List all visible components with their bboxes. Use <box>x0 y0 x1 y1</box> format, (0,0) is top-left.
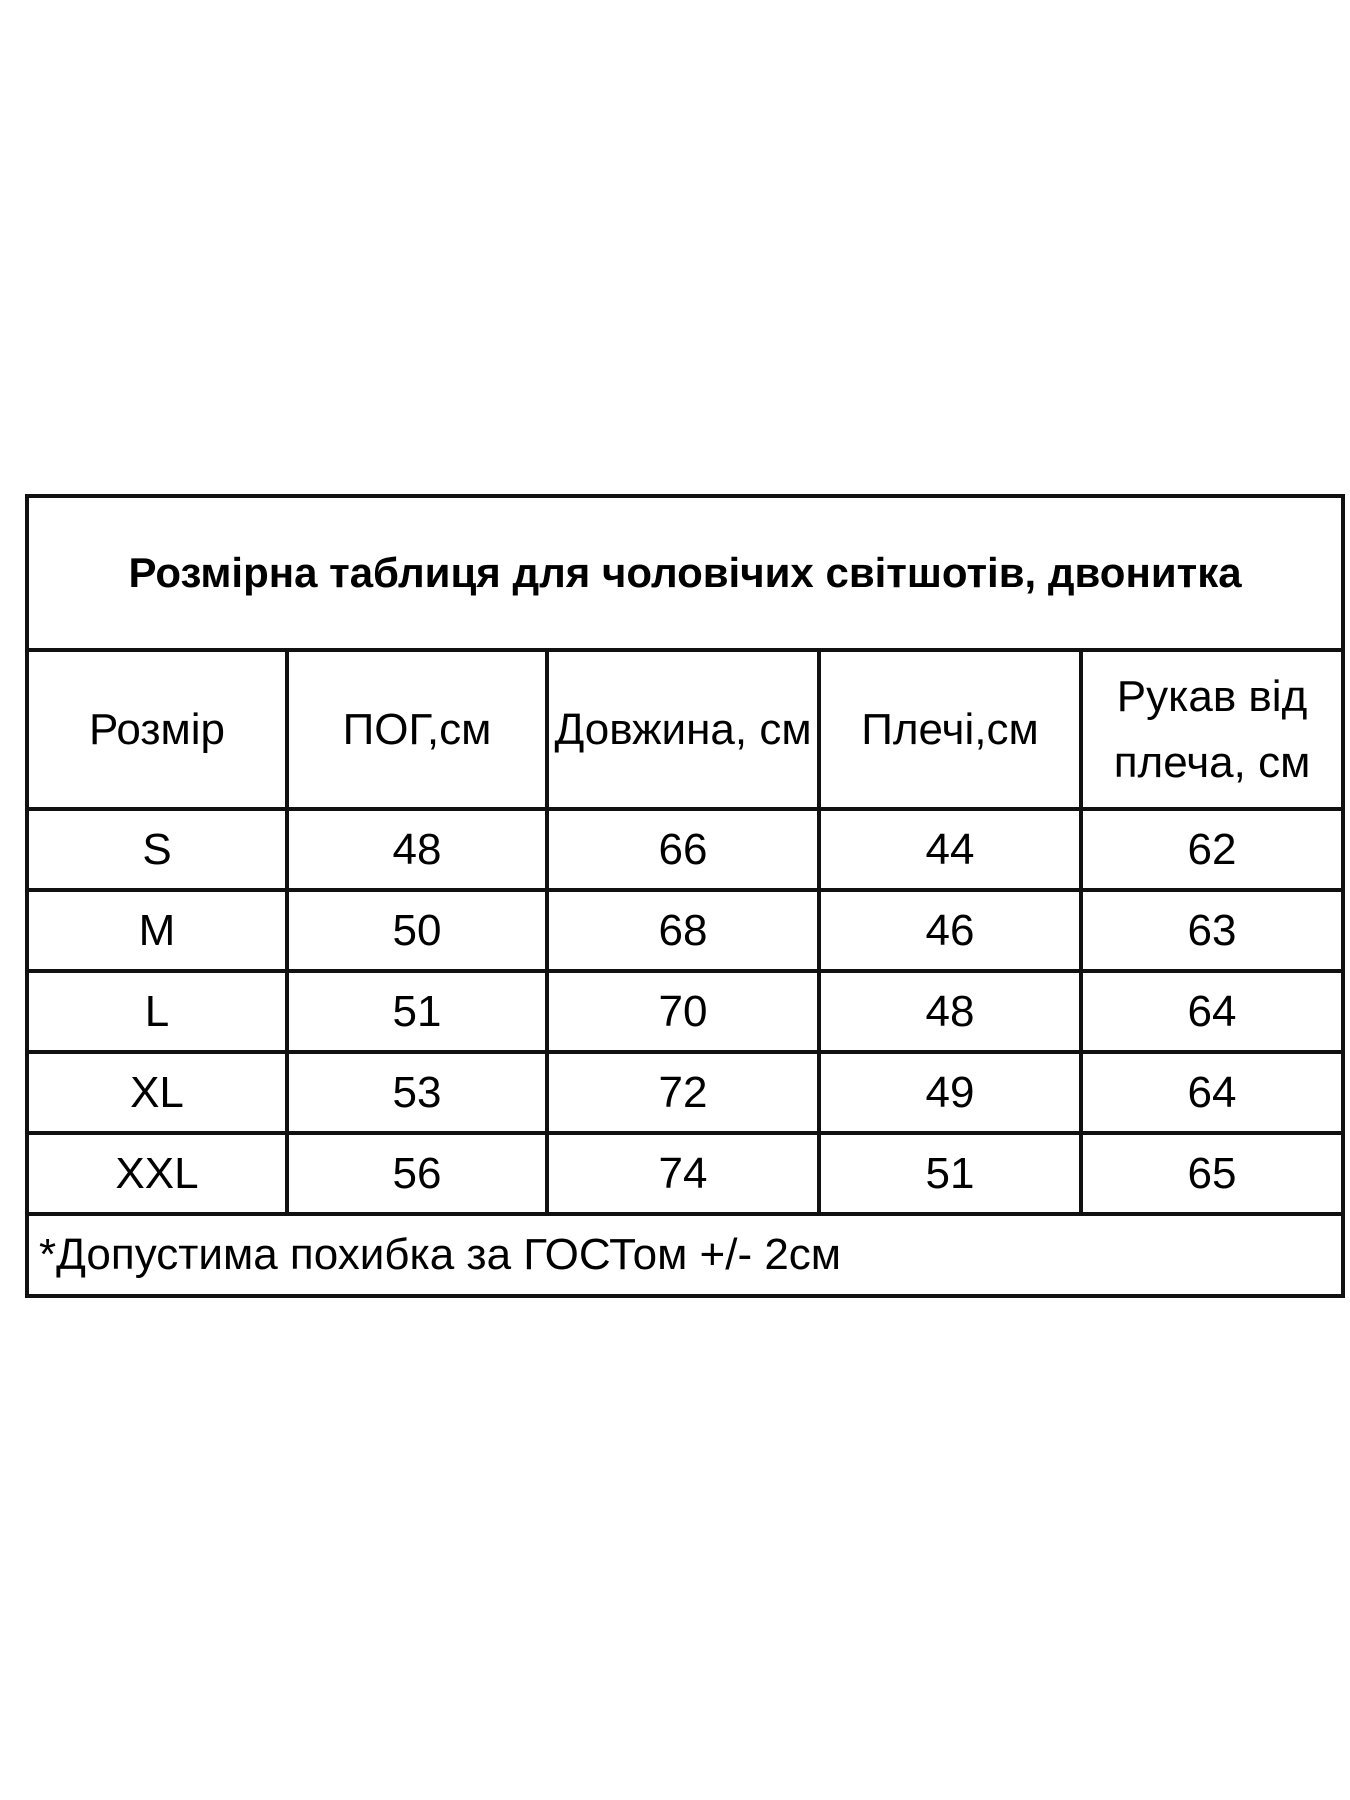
column-header: Довжина, см <box>545 648 821 811</box>
table-row: M 50 68 46 63 <box>25 888 1346 973</box>
table-row: S 48 66 44 62 <box>25 807 1346 892</box>
footnote: *Допустима похибка за ГОСТом +/- 2см <box>24 1212 1346 1298</box>
table-title: Розмірна таблиця для чоловічих світшотів… <box>24 494 1346 652</box>
column-header: Розмір <box>25 648 289 811</box>
size-cell: M <box>25 888 289 973</box>
size-cell: XXL <box>25 1131 289 1216</box>
size-table: Розмірна таблиця для чоловічих світшотів… <box>24 494 1346 1298</box>
table-row: XL 53 72 49 64 <box>25 1050 1346 1135</box>
measurement-cell: 49 <box>817 1050 1083 1135</box>
measurement-cell: 68 <box>545 888 821 973</box>
measurement-cell: 50 <box>285 888 549 973</box>
measurement-cell: 64 <box>1078 1050 1346 1135</box>
measurement-cell: 70 <box>545 969 821 1054</box>
column-header: Плечі,см <box>817 648 1083 811</box>
measurement-cell: 44 <box>817 807 1083 892</box>
measurement-cell: 46 <box>817 888 1083 973</box>
size-cell: XL <box>25 1050 289 1135</box>
measurement-cell: 48 <box>285 807 549 892</box>
measurement-cell: 53 <box>285 1050 549 1135</box>
table-row: L 51 70 48 64 <box>25 969 1346 1054</box>
measurement-cell: 74 <box>545 1131 821 1216</box>
column-header: Рукав від плеча, см <box>1078 648 1346 811</box>
measurement-cell: 64 <box>1078 969 1346 1054</box>
measurement-cell: 62 <box>1078 807 1346 892</box>
measurement-cell: 51 <box>817 1131 1083 1216</box>
size-cell: L <box>25 969 289 1054</box>
measurement-cell: 72 <box>545 1050 821 1135</box>
measurement-cell: 66 <box>545 807 821 892</box>
measurement-cell: 51 <box>285 969 549 1054</box>
measurement-cell: 63 <box>1078 888 1346 973</box>
column-header: ПОГ,см <box>285 648 549 811</box>
table-row: XXL 56 74 51 65 <box>25 1131 1346 1216</box>
measurement-cell: 48 <box>817 969 1083 1054</box>
measurement-cell: 56 <box>285 1131 549 1216</box>
measurement-cell: 65 <box>1078 1131 1346 1216</box>
size-cell: S <box>25 807 289 892</box>
